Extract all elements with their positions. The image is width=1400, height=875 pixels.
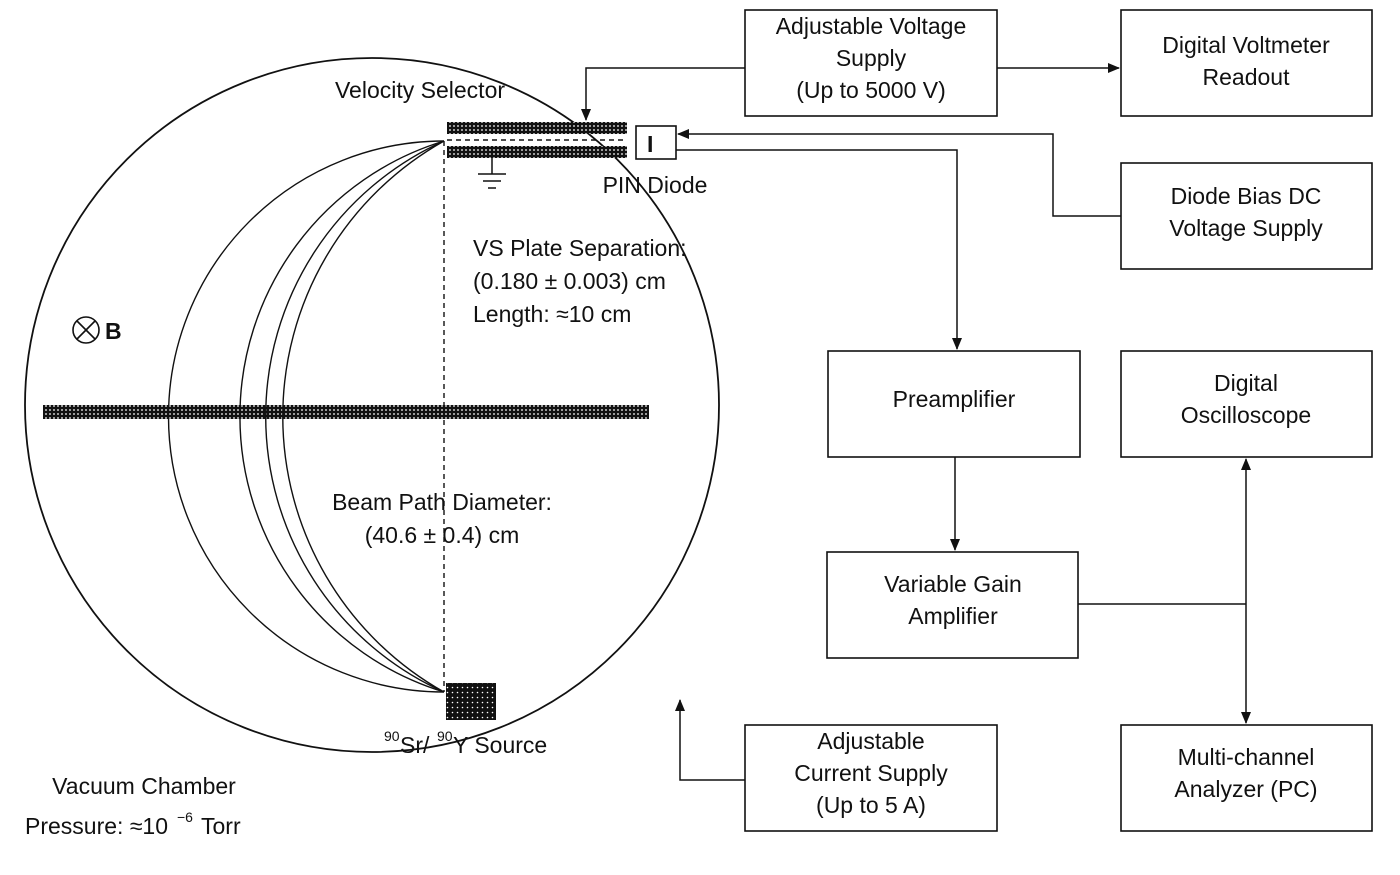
oscilloscope-line1: Digital: [1214, 370, 1278, 396]
velocity-selector-label: Velocity Selector: [335, 77, 505, 103]
vs-separation-title: VS Plate Separation:: [473, 235, 687, 261]
svg-text:Y Source: Y Source: [453, 732, 547, 758]
voltage-supply-box: [744, 9, 998, 117]
ground-symbol: [478, 158, 506, 189]
beam-diameter-title: Beam Path Diameter:: [332, 489, 552, 515]
pressure-label: Pressure: ≈10 −6 Torr: [25, 809, 241, 839]
pin-diode-label: PIN Diode: [603, 172, 708, 198]
svg-text:Pressure: ≈10: Pressure: ≈10: [25, 813, 168, 839]
voltage-supply-line3: (Up to 5000 V): [796, 77, 946, 103]
mca-line1: Multi-channel: [1178, 744, 1315, 770]
mca-line2: Analyzer (PC): [1174, 776, 1317, 802]
pin-diode: [635, 125, 677, 160]
wire-bias-to-diode: [677, 129, 1121, 217]
oscilloscope-line2: Oscilloscope: [1181, 402, 1311, 428]
oscilloscope-box: [1120, 350, 1373, 458]
current-supply-line2: Current Supply: [794, 760, 948, 786]
source-label: 90 Sr/ 90 Y Source: [384, 728, 547, 758]
vga-line2: Amplifier: [908, 603, 998, 629]
voltage-supply-line1: Adjustable Voltage: [776, 13, 967, 39]
b-field-label: B: [105, 318, 122, 344]
vga-box: [826, 551, 1079, 659]
mca-box: [1120, 724, 1373, 832]
svg-text:90: 90: [384, 728, 400, 744]
vacuum-chamber-title: Vacuum Chamber: [52, 773, 236, 799]
vacuum-chamber-outline: [24, 57, 720, 753]
horizontal-plate: [43, 405, 649, 419]
beam-diameter-value: (40.6 ± 0.4) cm: [365, 522, 520, 548]
svg-text:90: 90: [437, 728, 453, 744]
vga-line1: Variable Gain: [884, 571, 1022, 597]
diode-bias-box: [1120, 162, 1373, 270]
wire-voltage-to-vs: [581, 67, 745, 121]
preamplifier-box: [827, 350, 1081, 458]
wire-current-to-chamber: [675, 699, 745, 781]
voltage-supply-line2: Supply: [836, 45, 907, 71]
preamplifier-label: Preamplifier: [893, 386, 1016, 412]
beam-paths: [167, 140, 445, 693]
b-field-into-page-icon: [72, 316, 100, 344]
diode-bias-line2: Voltage Supply: [1169, 215, 1323, 241]
voltmeter-line2: Readout: [1203, 64, 1291, 90]
diode-bias-line1: Diode Bias DC: [1171, 183, 1322, 209]
vs-length: Length: ≈10 cm: [473, 301, 631, 327]
current-supply-line3: (Up to 5 A): [816, 792, 926, 818]
voltmeter-line1: Digital Voltmeter: [1162, 32, 1330, 58]
vs-plate-bottom: [447, 146, 627, 158]
wire-diode-to-preamp: [676, 149, 962, 350]
vs-plate-top: [447, 122, 627, 134]
current-supply-box: [744, 724, 998, 832]
svg-text:−6: −6: [177, 809, 193, 825]
source-block: [446, 683, 496, 720]
vs-separation-value: (0.180 ± 0.003) cm: [473, 268, 666, 294]
svg-text:Sr/: Sr/: [400, 732, 430, 758]
svg-text:Torr: Torr: [201, 813, 241, 839]
voltmeter-box: [1120, 9, 1373, 117]
current-supply-line1: Adjustable: [817, 728, 924, 754]
pin-diode-symbol: I: [647, 131, 653, 157]
